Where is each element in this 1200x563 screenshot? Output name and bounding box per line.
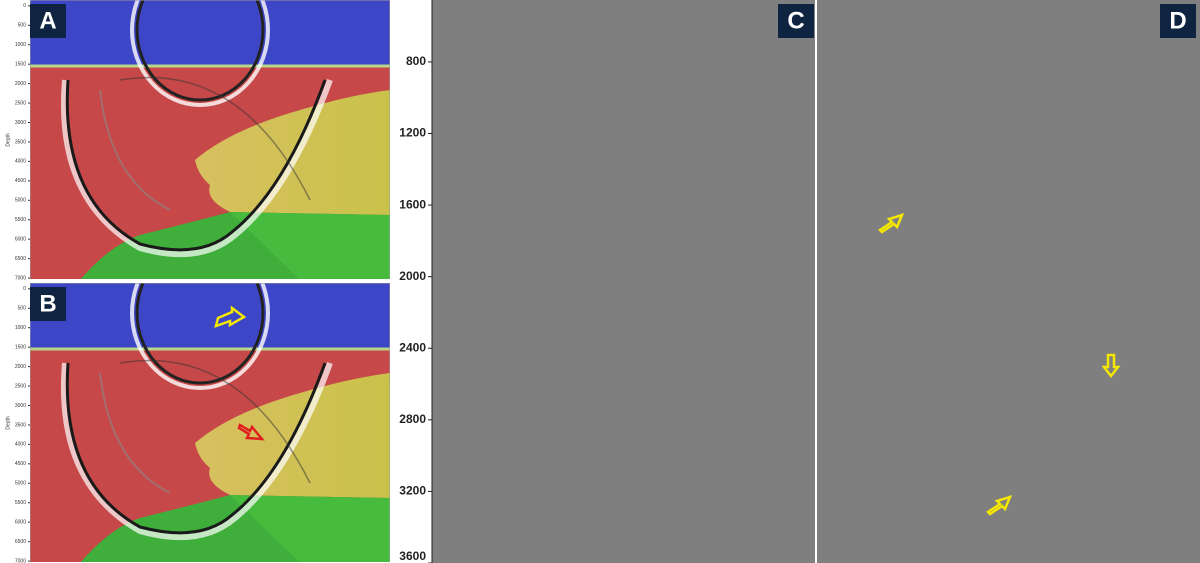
y-tick-label: 2400 — [399, 340, 426, 354]
y-tick-label: 2000 — [15, 364, 26, 370]
y-tick-label: 5000 — [15, 481, 26, 487]
y-tick-label: 2500 — [15, 383, 26, 389]
y-tick-label: 7000 — [15, 275, 26, 281]
y-tick-label: 5000 — [15, 198, 26, 204]
y-tick-label: 3000 — [15, 120, 26, 126]
y-tick-label: 4000 — [15, 159, 26, 165]
y-tick-label: 3500 — [15, 139, 26, 145]
ticks: 0500100015002000250030003500400045005000… — [15, 3, 432, 563]
panel-label: D — [1169, 7, 1186, 34]
panel-c — [432, 0, 815, 563]
y-tick-label: 4500 — [15, 461, 26, 467]
panel-b — [30, 238, 390, 563]
y-tick-label: 1000 — [15, 42, 26, 48]
y-tick-label: 6000 — [15, 236, 26, 242]
y-tick-label: 1200 — [399, 126, 426, 140]
y-tick-label: 3600 — [399, 549, 426, 563]
y-tick-label: 3000 — [15, 403, 26, 409]
y-tick-label: 1600 — [399, 197, 426, 211]
y-tick-label: 2500 — [15, 100, 26, 106]
y-tick-label: 1500 — [15, 344, 26, 350]
axis-label: Depth — [5, 133, 11, 147]
y-tick-label: 4000 — [15, 442, 26, 448]
panel-d — [817, 0, 1200, 563]
y-tick-label: 0 — [23, 286, 26, 292]
y-tick-label: 800 — [406, 54, 426, 68]
panel-a — [30, 0, 390, 280]
y-tick-label: 7000 — [15, 558, 26, 563]
y-tick-label: 6500 — [15, 539, 26, 545]
y-tick-label: 5500 — [15, 500, 26, 506]
y-tick-label: 2000 — [399, 269, 426, 283]
y-tick-label: 5500 — [15, 217, 26, 223]
arrow — [214, 305, 247, 328]
y-tick-label: 1000 — [15, 325, 26, 331]
arrows — [878, 213, 1121, 516]
y-tick-label: 500 — [18, 23, 27, 29]
y-tick-label: 4500 — [15, 178, 26, 184]
label-box — [778, 4, 814, 38]
y-tick-label: 0 — [23, 3, 26, 9]
y-tick-label: 2800 — [399, 412, 426, 426]
label-box — [30, 287, 66, 321]
axis-label: Depth — [5, 416, 11, 430]
y-tick-label: 2000 — [15, 81, 26, 87]
label-box — [30, 4, 66, 38]
y-tick-label: 6500 — [15, 256, 26, 262]
panel-label: C — [787, 7, 804, 34]
panel-label: A — [39, 7, 56, 34]
arrow — [237, 423, 265, 441]
y-tick-label: 1500 — [15, 61, 26, 67]
label-box — [1160, 4, 1196, 38]
y-tick-label: 3500 — [15, 422, 26, 428]
panel-label: B — [39, 290, 56, 317]
y-tick-label: 500 — [18, 306, 27, 312]
y-tick-label: 3200 — [399, 484, 426, 498]
y-tick-label: 6000 — [15, 519, 26, 525]
